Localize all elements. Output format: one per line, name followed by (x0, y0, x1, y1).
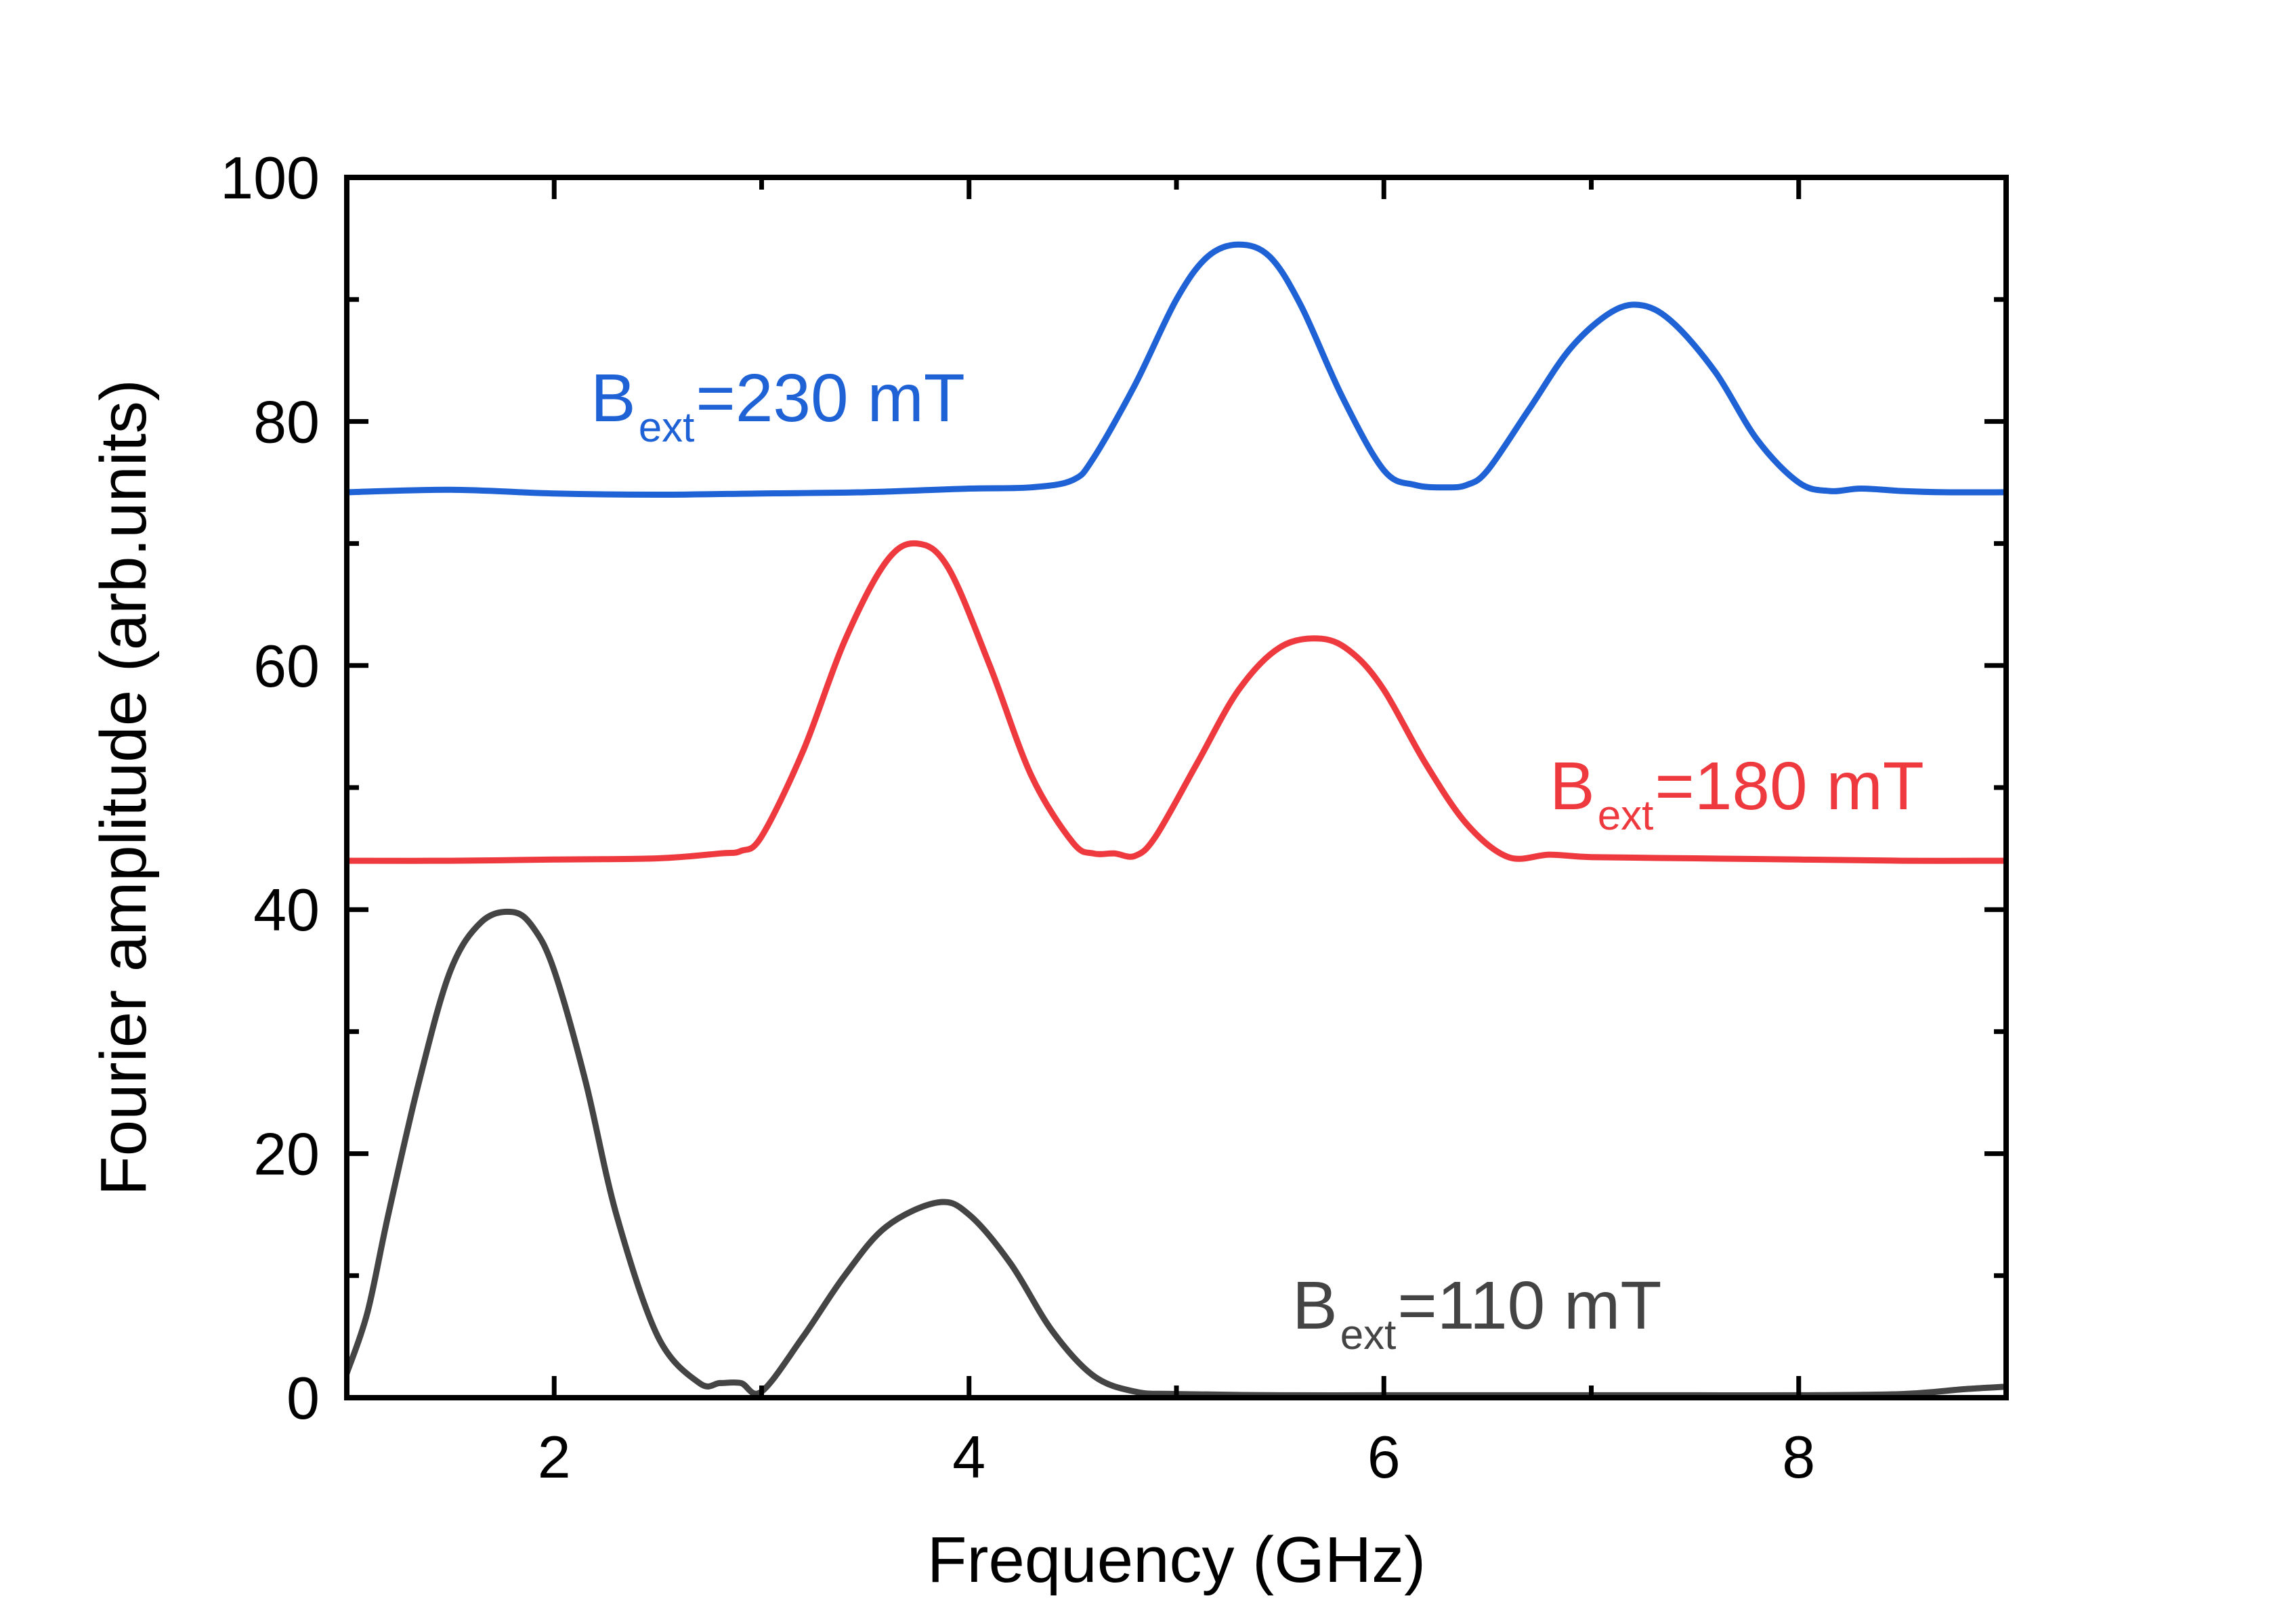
series-label-main: B (1292, 1268, 1338, 1344)
y-tick-label: 20 (253, 1121, 320, 1188)
series-label-value: =110 mT (1397, 1268, 1661, 1344)
x-tick-label: 2 (538, 1423, 571, 1490)
x-tick-label: 6 (1367, 1423, 1401, 1490)
series-line-110-mt (347, 908, 2006, 1398)
y-tick-label: 0 (286, 1365, 320, 1432)
series-label-main: B (1550, 748, 1595, 824)
series-label-110-mt: Bext=110 mT (1292, 1268, 1661, 1358)
y-tick-label: 60 (253, 632, 320, 700)
series-label-230-mt: Bext=230 mT (591, 360, 965, 451)
series-line-230-mt (347, 241, 2006, 498)
series-label-main: B (591, 360, 636, 436)
series-label-subscript: ext (639, 404, 695, 451)
series-label-subscript: ext (1598, 792, 1654, 839)
series-label-subscript: ext (1340, 1312, 1397, 1358)
series-line-180-mt (347, 540, 2006, 864)
y-tick-label: 100 (220, 144, 320, 211)
axis-labels: Frequency (GHz) Fourier amplitude (arb.u… (87, 379, 1426, 1596)
series-label-value: =230 mT (696, 360, 964, 436)
series-label-value: =180 mT (1655, 748, 1923, 824)
y-tick-label: 80 (253, 388, 320, 455)
y-axis-title: Fourier amplitude (arb.units) (87, 379, 160, 1196)
x-tick-label: 8 (1782, 1423, 1815, 1490)
x-axis-title: Frequency (GHz) (927, 1524, 1426, 1596)
y-tick-label: 40 (253, 876, 320, 943)
x-tick-label: 4 (952, 1423, 985, 1490)
series-label-180-mt: Bext=180 mT (1550, 748, 1924, 839)
